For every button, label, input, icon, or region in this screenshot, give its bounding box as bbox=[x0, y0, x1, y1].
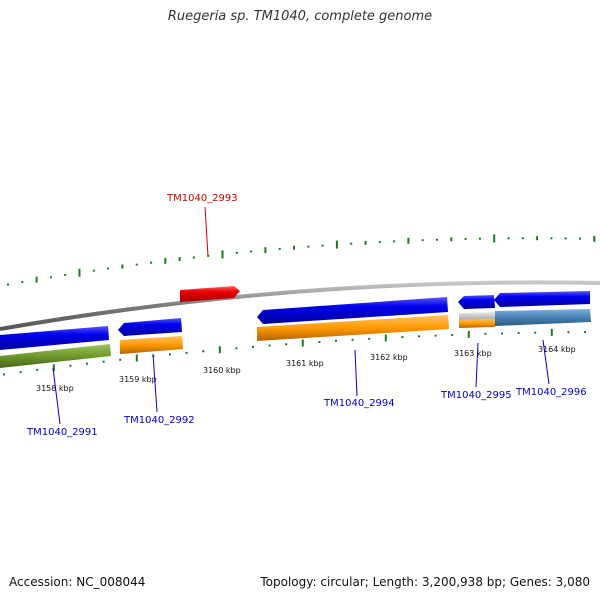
gene-leader-lines bbox=[52, 206, 550, 425]
feature-track-orange-2 bbox=[257, 315, 449, 341]
accession-info: Accession: NC_008044 bbox=[9, 575, 146, 589]
gene-label-TM1040_2994[interactable]: TM1040_2994 bbox=[323, 398, 395, 409]
feature-track-gray bbox=[459, 312, 495, 320]
gene-feature-TM1040_2994[interactable] bbox=[257, 297, 448, 324]
feature-track-steelblue bbox=[495, 309, 591, 326]
gene-label-TM1040_2995[interactable]: TM1040_2995 bbox=[440, 390, 512, 401]
scale-label: 3161 kbp bbox=[286, 359, 324, 368]
gene-feature-TM1040_2991[interactable] bbox=[0, 326, 109, 350]
scale-label: 3162 kbp bbox=[370, 353, 408, 362]
gene-feature-TM1040_2996[interactable] bbox=[494, 291, 590, 307]
gene-feature-TM1040_2993[interactable] bbox=[180, 286, 240, 302]
page-title: Ruegeria sp. TM1040, complete genome bbox=[167, 9, 433, 24]
feature-track-orange-3 bbox=[459, 319, 495, 328]
scale-label: 3158 kbp bbox=[36, 384, 74, 393]
scale-labels: 3158 kbp 3159 kbp 3160 kbp 3161 kbp 3162… bbox=[36, 345, 576, 393]
scale-label: 3163 kbp bbox=[454, 349, 492, 358]
feature-track-orange-1 bbox=[120, 336, 183, 354]
gene-label-TM1040_2991[interactable]: TM1040_2991 bbox=[26, 427, 98, 438]
gene-label-TM1040_2996[interactable]: TM1040_2996 bbox=[515, 387, 587, 398]
gene-label-TM1040_2992[interactable]: TM1040_2992 bbox=[123, 415, 195, 426]
gene-feature-TM1040_2995[interactable] bbox=[458, 295, 495, 309]
gc-content-track bbox=[7, 234, 596, 286]
genome-summary: Topology: circular; Length: 3,200,938 bp… bbox=[260, 575, 590, 589]
scale-label: 3164 kbp bbox=[538, 345, 576, 354]
gene-feature-TM1040_2992[interactable] bbox=[118, 318, 182, 336]
scale-label: 3159 kbp bbox=[119, 375, 157, 384]
feature-track-green bbox=[0, 344, 111, 368]
genome-backbone bbox=[0, 280, 600, 331]
scale-label: 3160 kbp bbox=[203, 366, 241, 375]
gene-label-TM1040_2993[interactable]: TM1040_2993 bbox=[166, 193, 238, 204]
gene-labels: TM1040_2991 TM1040_2992 TM1040_2993 TM10… bbox=[26, 193, 587, 438]
gc-skew-track bbox=[3, 328, 586, 376]
